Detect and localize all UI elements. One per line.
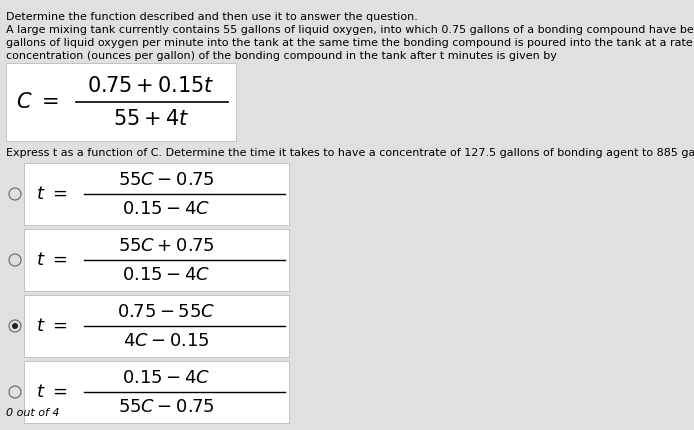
Circle shape xyxy=(9,188,21,200)
Text: $0.75 + 0.15\mathit{t}$: $0.75 + 0.15\mathit{t}$ xyxy=(87,76,215,96)
Text: $0.15 - 4C$: $0.15 - 4C$ xyxy=(122,266,210,284)
Text: $55 + 4\mathit{t}$: $55 + 4\mathit{t}$ xyxy=(113,109,189,129)
FancyBboxPatch shape xyxy=(24,163,289,225)
Text: $0.15 - 4C$: $0.15 - 4C$ xyxy=(122,200,210,218)
Text: $\mathit{t}\ =$: $\mathit{t}\ =$ xyxy=(36,317,67,335)
Text: Determine the function described and then use it to answer the question.: Determine the function described and the… xyxy=(6,12,418,22)
Text: Express t as a function of C. Determine the time it takes to have a concentrate : Express t as a function of C. Determine … xyxy=(6,148,694,158)
Circle shape xyxy=(12,323,18,329)
Text: $\mathit{t}\ =$: $\mathit{t}\ =$ xyxy=(36,383,67,401)
Circle shape xyxy=(9,386,21,398)
Text: A large mixing tank currently contains 55 gallons of liquid oxygen, into which 0: A large mixing tank currently contains 5… xyxy=(6,25,694,35)
FancyBboxPatch shape xyxy=(24,229,289,291)
Circle shape xyxy=(9,254,21,266)
Text: concentration (ounces per gallon) of the bonding compound in the tank after t mi: concentration (ounces per gallon) of the… xyxy=(6,51,557,61)
Text: $4C - 0.15$: $4C - 0.15$ xyxy=(124,332,210,350)
Text: $\mathit{C}\ =$: $\mathit{C}\ =$ xyxy=(16,92,59,112)
Text: $\mathit{t}\ =$: $\mathit{t}\ =$ xyxy=(36,185,67,203)
Text: $0.75 - 55C$: $0.75 - 55C$ xyxy=(117,303,216,321)
Text: $0.15 - 4C$: $0.15 - 4C$ xyxy=(122,369,210,387)
Text: gallons of liquid oxygen per minute into the tank at the same time the bonding c: gallons of liquid oxygen per minute into… xyxy=(6,38,694,48)
Circle shape xyxy=(9,320,21,332)
Text: $\mathit{t}\ =$: $\mathit{t}\ =$ xyxy=(36,251,67,269)
FancyBboxPatch shape xyxy=(6,63,236,141)
Text: $55C + 0.75$: $55C + 0.75$ xyxy=(118,237,215,255)
FancyBboxPatch shape xyxy=(24,295,289,357)
FancyBboxPatch shape xyxy=(24,361,289,423)
Text: $55C - 0.75$: $55C - 0.75$ xyxy=(118,398,215,416)
Text: 0 out of 4: 0 out of 4 xyxy=(6,408,60,418)
Text: $55C - 0.75$: $55C - 0.75$ xyxy=(118,171,215,189)
